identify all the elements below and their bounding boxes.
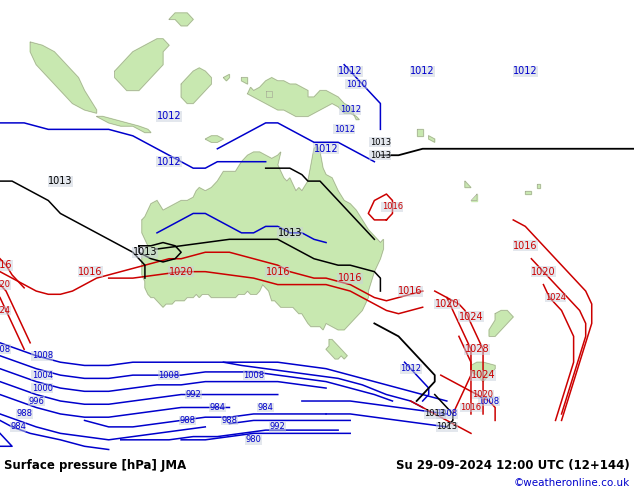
Text: 1012: 1012 xyxy=(513,66,538,76)
Polygon shape xyxy=(471,362,495,382)
Text: 1024: 1024 xyxy=(458,312,483,322)
Text: ©weatheronline.co.uk: ©weatheronline.co.uk xyxy=(514,478,630,489)
Text: 1012: 1012 xyxy=(157,111,181,122)
Text: 1016: 1016 xyxy=(398,286,423,296)
Text: 1012: 1012 xyxy=(333,125,354,134)
Text: 1000: 1000 xyxy=(32,384,53,392)
Text: 1008: 1008 xyxy=(0,345,11,354)
Polygon shape xyxy=(538,184,540,188)
Text: 1013: 1013 xyxy=(370,151,391,160)
Text: 996: 996 xyxy=(29,396,44,406)
Text: 1020: 1020 xyxy=(472,390,493,399)
Text: 1012: 1012 xyxy=(410,66,435,76)
Text: 1013: 1013 xyxy=(424,410,445,418)
Polygon shape xyxy=(247,77,359,120)
Text: 1012: 1012 xyxy=(400,364,421,373)
Polygon shape xyxy=(266,91,272,97)
Text: 1008: 1008 xyxy=(158,370,179,380)
Text: 1013: 1013 xyxy=(370,138,391,147)
Polygon shape xyxy=(142,146,384,330)
Text: 1013: 1013 xyxy=(133,247,157,257)
Polygon shape xyxy=(205,136,223,142)
Polygon shape xyxy=(326,340,347,359)
Text: 984: 984 xyxy=(209,403,225,412)
Polygon shape xyxy=(429,136,435,142)
Text: 1024: 1024 xyxy=(545,293,566,302)
Polygon shape xyxy=(526,191,531,194)
Polygon shape xyxy=(223,74,230,81)
Polygon shape xyxy=(115,39,169,91)
Polygon shape xyxy=(242,77,247,84)
Text: 1004: 1004 xyxy=(32,370,53,380)
Text: 992: 992 xyxy=(270,422,286,431)
Text: 1016: 1016 xyxy=(0,260,12,270)
Polygon shape xyxy=(30,42,96,113)
Polygon shape xyxy=(96,117,151,133)
Text: 1024: 1024 xyxy=(470,370,495,380)
Text: 1008: 1008 xyxy=(32,351,53,360)
Text: 1012: 1012 xyxy=(157,157,181,167)
Text: 988: 988 xyxy=(179,416,195,425)
Polygon shape xyxy=(169,13,193,26)
Text: 1016: 1016 xyxy=(79,267,103,277)
Polygon shape xyxy=(417,129,423,136)
Text: 1020: 1020 xyxy=(531,267,556,277)
Text: 1016: 1016 xyxy=(266,267,290,277)
Text: 1008: 1008 xyxy=(479,396,500,406)
Text: Su 29-09-2024 12:00 UTC (12+144): Su 29-09-2024 12:00 UTC (12+144) xyxy=(396,459,630,472)
Text: 1028: 1028 xyxy=(465,344,489,354)
Text: 1010: 1010 xyxy=(346,79,366,89)
Text: 984: 984 xyxy=(258,403,274,412)
Text: 1024: 1024 xyxy=(0,306,11,315)
Text: 1016: 1016 xyxy=(460,403,482,412)
Text: 992: 992 xyxy=(185,390,201,399)
Text: 1016: 1016 xyxy=(513,241,538,251)
Polygon shape xyxy=(471,194,477,200)
Text: 1008: 1008 xyxy=(436,410,457,418)
Text: 1013: 1013 xyxy=(436,422,457,431)
Text: 1020: 1020 xyxy=(169,267,193,277)
Polygon shape xyxy=(489,311,514,336)
Text: 1012: 1012 xyxy=(340,105,361,115)
Text: 1012: 1012 xyxy=(314,144,339,154)
Polygon shape xyxy=(465,181,471,188)
Text: 984: 984 xyxy=(10,422,26,431)
Polygon shape xyxy=(181,68,211,103)
Text: Surface pressure [hPa] JMA: Surface pressure [hPa] JMA xyxy=(4,459,186,472)
Text: 1016: 1016 xyxy=(382,202,403,212)
Text: 1020: 1020 xyxy=(434,299,459,309)
Text: 1008: 1008 xyxy=(243,370,264,380)
Text: 1013: 1013 xyxy=(278,228,302,238)
Text: 988: 988 xyxy=(221,416,238,425)
Text: 988: 988 xyxy=(16,410,32,418)
Text: 1016: 1016 xyxy=(338,273,363,283)
Text: 1012: 1012 xyxy=(338,66,363,76)
Text: 980: 980 xyxy=(245,435,262,444)
Text: 1013: 1013 xyxy=(48,176,73,186)
Text: 1020: 1020 xyxy=(0,280,11,289)
